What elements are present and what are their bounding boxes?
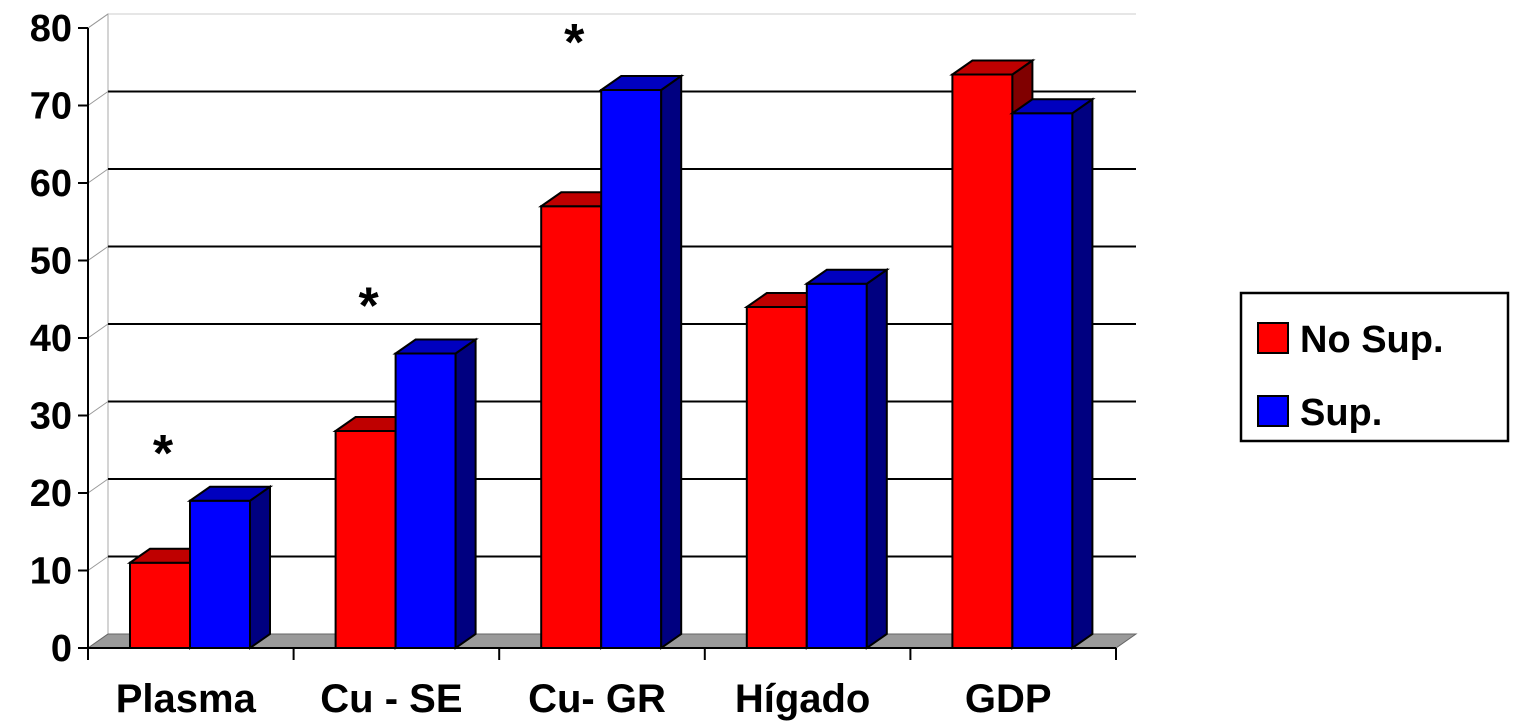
y-axis-ticks: 0 10 20 30 40 50 60 70 80 [30, 8, 88, 670]
legend: No Sup. Sup. [1239, 291, 1510, 443]
bar [1009, 97, 1096, 650]
x-tick-label: Cu - SE [320, 677, 462, 721]
x-tick-label: Plasma [116, 677, 257, 721]
y-tick-label: 30 [30, 396, 72, 438]
legend-label-no-sup: No Sup. [1300, 319, 1444, 361]
x-axis-labels: Plasma Cu - SE Cu- GR Hígado GDP [116, 677, 1052, 721]
legend-swatch-sup [1257, 395, 1289, 427]
significance-marker: * [564, 14, 585, 72]
y-tick-label: 50 [30, 241, 72, 283]
y-tick-label: 0 [51, 628, 72, 670]
y-tick-label: 40 [30, 318, 72, 360]
y-tick-label: 20 [30, 473, 72, 515]
x-tick-label: Hígado [735, 677, 871, 721]
y-tick-label: 80 [30, 8, 72, 50]
y-tick-label: 60 [30, 163, 72, 205]
significance-marker: * [358, 278, 379, 336]
legend-swatch-no-sup [1257, 322, 1289, 354]
bar [392, 337, 479, 650]
bar [598, 74, 685, 650]
bar [186, 484, 274, 650]
x-tick-label: GDP [965, 677, 1052, 721]
x-tick-label: Cu- GR [528, 677, 666, 721]
significance-marker: * [153, 425, 174, 483]
bars [126, 58, 1096, 650]
bar [803, 267, 890, 650]
legend-label-sup: Sup. [1300, 392, 1382, 434]
y-tick-label: 70 [30, 86, 72, 128]
annotations: * * * [153, 14, 585, 483]
y-tick-label: 10 [30, 551, 72, 593]
